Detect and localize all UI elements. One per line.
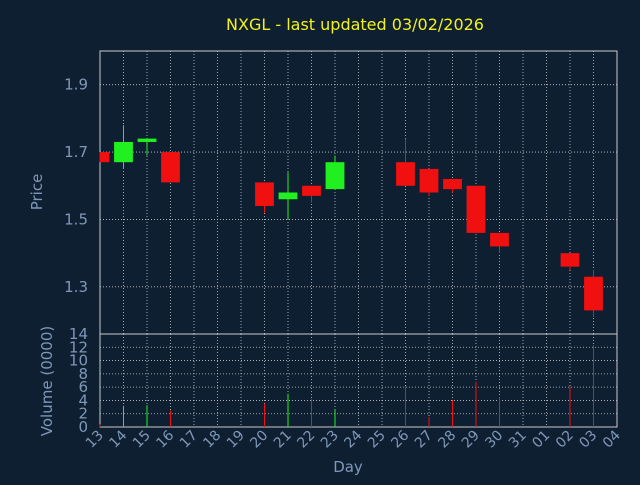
day-tick-labels: 13 14 15 16 17 18 19 20 21 22 23 24 25 26 27 28 29 30 31 01…: [83, 427, 624, 451]
chart-title: NXGL - last updated 03/02/2026: [226, 15, 484, 34]
candle-body: [302, 185, 321, 196]
candle-body: [255, 182, 274, 206]
day-axis-label: Day: [333, 458, 363, 476]
candle-body: [396, 162, 415, 186]
day-tick-label: 14: [106, 427, 130, 451]
volume-tick-label: 0: [78, 418, 88, 436]
day-tick-label: 18: [200, 428, 224, 452]
volume-tick-label: 2: [78, 405, 88, 423]
day-tick-label: 31: [506, 428, 530, 452]
day-tick-label: 25: [365, 428, 389, 452]
price-tick-label: 1.7: [64, 143, 88, 161]
day-tick-label: 28: [435, 428, 459, 452]
price-tick-label: 1.9: [64, 76, 88, 94]
day-tick-label: 01: [529, 428, 553, 452]
candle-body: [100, 152, 110, 163]
price-tick-label: 1.5: [64, 210, 88, 228]
price-panel: 1.3 1.5 1.7 1.9: [64, 50, 618, 335]
day-tick-label: 29: [459, 428, 483, 452]
day-tick-label: 15: [130, 428, 154, 452]
day-tick-label: 04: [600, 427, 624, 451]
volume-tick-label: 10: [69, 352, 88, 370]
volume-plot-frame: [99, 333, 618, 428]
volume-tick-label: 12: [69, 338, 88, 356]
day-tick-label: 27: [412, 428, 436, 452]
candle-body: [325, 162, 345, 190]
day-tick-label: 23: [318, 428, 342, 452]
day-tick-label: 22: [294, 428, 318, 452]
candle-body: [466, 185, 486, 233]
volume-tick-label: 14: [69, 325, 88, 343]
day-tick-label: 17: [177, 428, 201, 452]
day-tick-label: 20: [247, 428, 271, 452]
day-tick-label: 16: [153, 427, 177, 451]
candle-body: [419, 168, 439, 193]
volume-axis-label: Volume (0000): [38, 326, 56, 436]
candle-body: [584, 276, 603, 311]
candle-body: [114, 141, 133, 163]
candle-body: [137, 138, 157, 142]
day-tick-label: 24: [341, 427, 365, 451]
volume-tick-label: 6: [78, 378, 88, 396]
candle-body: [490, 232, 509, 247]
candle-body: [443, 179, 462, 190]
candle-body: [161, 152, 180, 183]
day-tick-label: 03: [576, 428, 600, 452]
price-tick-label: 1.3: [64, 278, 88, 296]
volume-tick-label: 4: [78, 391, 88, 409]
day-tick-label: 26: [388, 427, 412, 451]
volume-tick-label: 8: [78, 365, 88, 383]
candle-body: [560, 253, 580, 267]
day-tick-label: 19: [224, 428, 248, 452]
candle-body: [278, 192, 298, 200]
day-tick-label: 30: [482, 428, 506, 452]
price-axis-label: Price: [28, 174, 46, 211]
day-tick-label: 02: [553, 428, 577, 452]
day-tick-label: 21: [271, 428, 295, 452]
